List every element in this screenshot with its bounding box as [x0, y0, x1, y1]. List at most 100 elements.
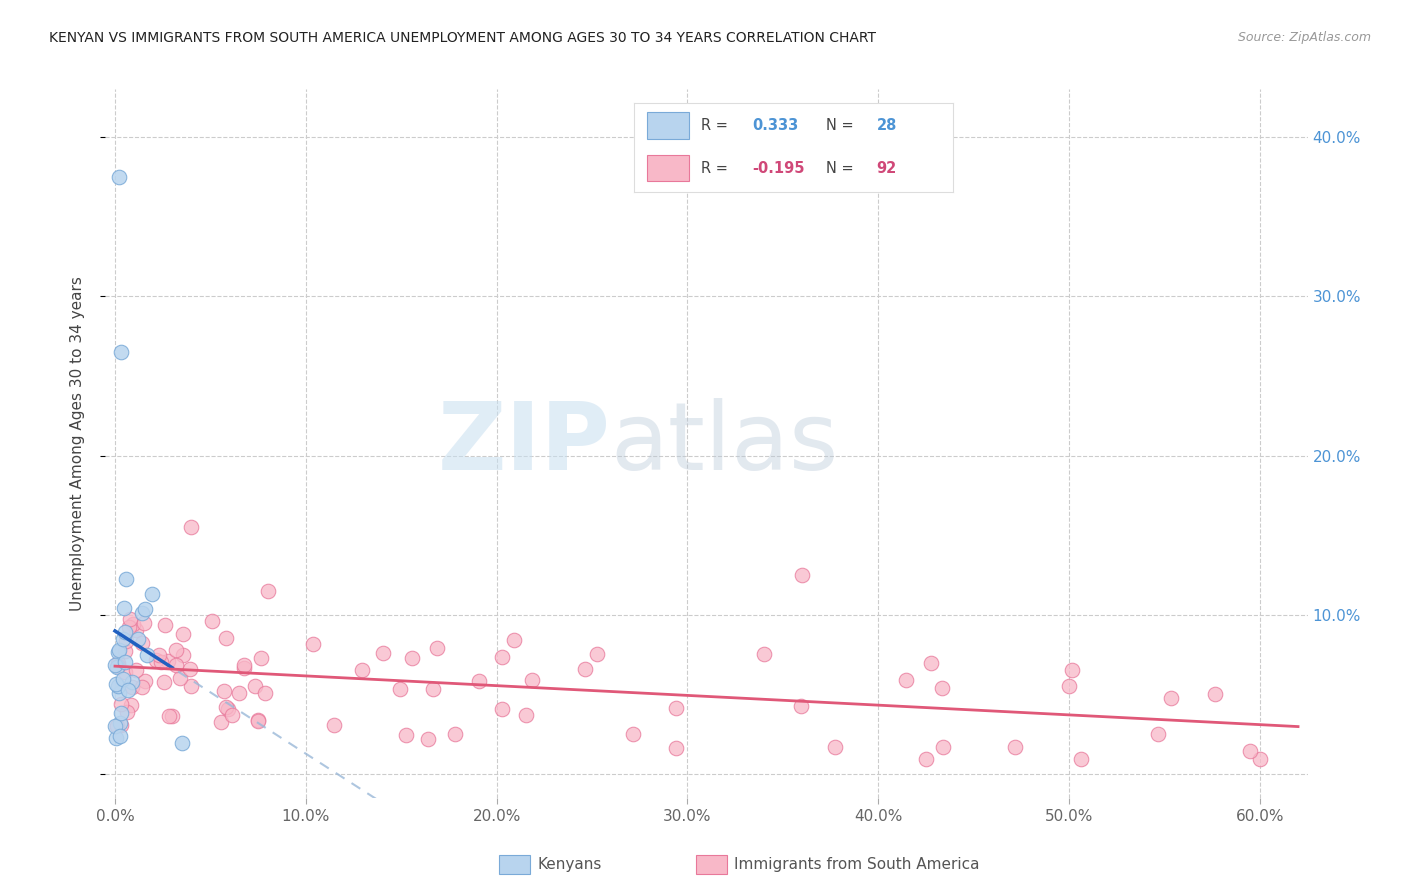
Text: ZIP: ZIP [437, 398, 610, 490]
Point [121, 680, 143, 694]
Point [120, 612, 142, 626]
Point [180, 520, 202, 534]
Point [152, 675, 174, 690]
Point [169, 671, 191, 685]
Point [401, 650, 423, 665]
Point [214, 684, 236, 698]
Point [125, 663, 148, 677]
Point [443, 727, 465, 741]
Point [160, 709, 183, 723]
Text: Immigrants from South America: Immigrants from South America [734, 857, 980, 871]
Point [228, 685, 250, 699]
Point [165, 657, 187, 672]
Point [134, 674, 156, 689]
Point [426, 640, 449, 655]
Text: Source: ZipAtlas.com: Source: ZipAtlas.com [1237, 31, 1371, 45]
Point [108, 169, 131, 184]
Point [105, 660, 128, 674]
Point [141, 587, 163, 601]
Text: atlas: atlas [610, 398, 838, 490]
Point [108, 643, 131, 657]
Point [1004, 740, 1026, 755]
Point [422, 681, 444, 696]
Point [114, 655, 136, 669]
Point [754, 647, 776, 661]
Point [134, 602, 156, 616]
Point [896, 673, 918, 688]
Point [104, 658, 127, 673]
Text: Kenyans: Kenyans [537, 857, 602, 871]
Point [115, 705, 138, 719]
Point [117, 683, 139, 698]
Point [931, 681, 953, 695]
Point [1070, 751, 1092, 765]
Point [165, 643, 187, 657]
Text: KENYAN VS IMMIGRANTS FROM SOUTH AMERICA UNEMPLOYMENT AMONG AGES 30 TO 34 YEARS C: KENYAN VS IMMIGRANTS FROM SOUTH AMERICA … [49, 31, 876, 45]
Point [148, 648, 170, 662]
Point [522, 673, 544, 687]
Point [503, 632, 526, 647]
Point [107, 645, 129, 659]
Point [389, 682, 412, 697]
Point [250, 651, 273, 665]
Point [108, 729, 131, 743]
Point [790, 568, 813, 582]
Point [125, 623, 148, 637]
Point [107, 656, 129, 670]
Point [416, 732, 439, 747]
Point [110, 716, 132, 731]
Point [121, 675, 143, 690]
Point [585, 647, 607, 661]
Point [491, 649, 513, 664]
Point [665, 741, 688, 756]
Point [110, 718, 132, 732]
Point [172, 627, 194, 641]
Point [245, 679, 267, 693]
Point [621, 727, 644, 741]
Point [209, 714, 232, 729]
Point [247, 713, 270, 727]
Point [157, 708, 180, 723]
Point [131, 681, 153, 695]
Point [1239, 743, 1261, 757]
Y-axis label: Unemployment Among Ages 30 to 34 years: Unemployment Among Ages 30 to 34 years [70, 277, 84, 611]
Point [110, 345, 132, 359]
Point [215, 631, 238, 645]
Point [131, 606, 153, 620]
Point [215, 700, 238, 714]
Point [145, 652, 167, 666]
Point [127, 632, 149, 646]
Point [1204, 687, 1226, 701]
Point [114, 665, 136, 679]
Point [920, 656, 942, 670]
Point [114, 624, 136, 639]
Point [254, 685, 277, 699]
Point [114, 644, 136, 658]
Point [112, 600, 135, 615]
Point [217, 702, 239, 716]
Point [467, 673, 489, 688]
Point [131, 636, 153, 650]
Point [665, 701, 688, 715]
Point [172, 648, 194, 662]
Point [180, 679, 202, 693]
Point [233, 661, 256, 675]
Point [221, 708, 243, 723]
Point [115, 633, 138, 648]
Point [1062, 664, 1084, 678]
Point [515, 708, 537, 723]
Point [824, 739, 846, 754]
Point [491, 702, 513, 716]
Point [179, 662, 201, 676]
Point [1059, 679, 1081, 693]
Point [104, 719, 127, 733]
Point [107, 658, 129, 673]
Point [1249, 751, 1271, 765]
Point [110, 706, 132, 721]
Point [256, 584, 278, 599]
Point [121, 616, 143, 631]
Point [350, 663, 373, 677]
Point [104, 731, 127, 745]
Point [371, 646, 394, 660]
Point [112, 632, 135, 646]
